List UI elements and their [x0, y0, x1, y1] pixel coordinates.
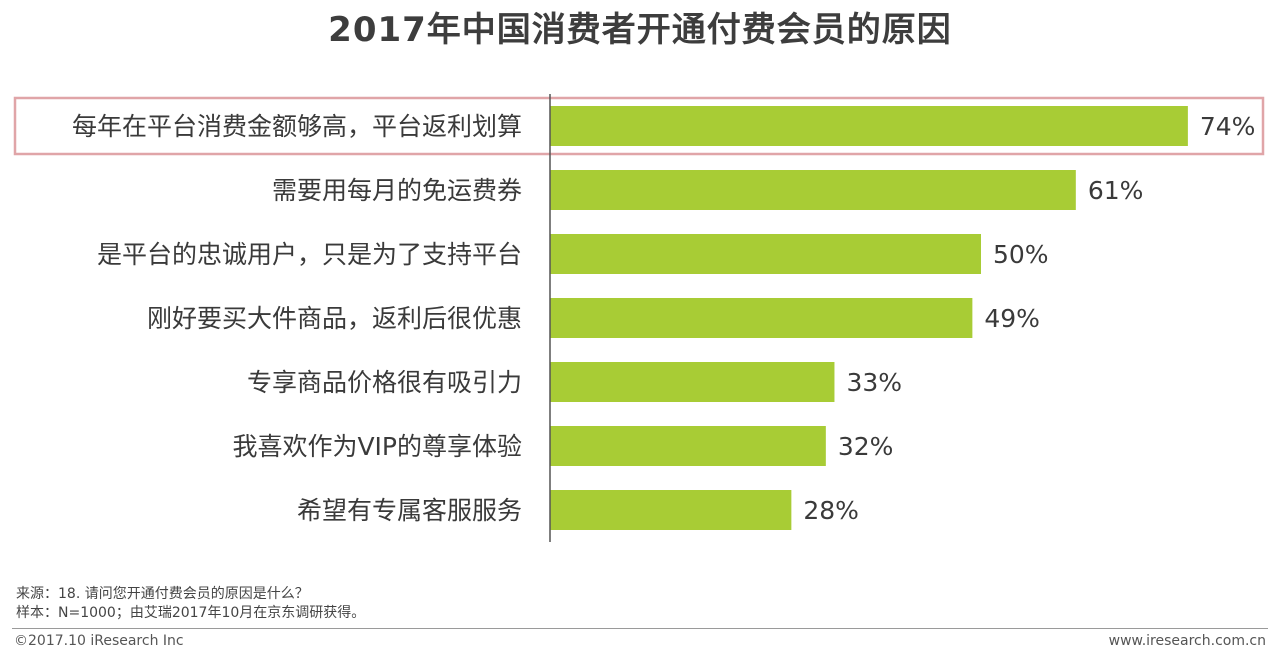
value-label-2: 61% [1088, 176, 1144, 205]
category-label-1: 每年在平台消费金额够高，平台返利划算 [72, 112, 522, 141]
category-label-3: 是平台的忠诚用户，只是为了支持平台 [97, 240, 522, 269]
category-label-6: 我喜欢作为VIP的尊享体验 [232, 432, 522, 461]
bar-5 [550, 362, 835, 402]
category-label-7: 希望有专属客服服务 [297, 496, 522, 525]
bar-chart: 每年在平台消费金额够高，平台返利划算 74% 需要用每月的免运费券 61% 是平台的忠诚… [13, 94, 1265, 542]
bar-4 [550, 298, 973, 338]
value-label-6: 32% [838, 432, 894, 461]
value-label-3: 50% [993, 240, 1049, 269]
sample-note: 样本：N=1000；由艾瑞2017年10月在京东调研获得。 [16, 605, 366, 621]
bar-2 [550, 170, 1076, 210]
category-label-5: 专享商品价格很有吸引力 [247, 368, 522, 397]
bar-1 [550, 106, 1188, 146]
website-link[interactable]: www.iresearch.com.cn [1108, 633, 1266, 649]
value-label-5: 33% [846, 368, 902, 397]
source-note: 来源：18. 请问您开通付费会员的原因是什么？ [16, 586, 309, 602]
bar-3 [550, 234, 981, 274]
footer-divider [12, 628, 1268, 629]
value-label-4: 49% [984, 304, 1040, 333]
value-label-1: 74% [1200, 112, 1256, 141]
chart-title: 2017年中国消费者开通付费会员的原因 [328, 10, 952, 50]
highlight-box [13, 96, 1265, 156]
value-label-7: 28% [803, 496, 859, 525]
bar-6 [550, 426, 826, 466]
category-label-2: 需要用每月的免运费券 [272, 176, 522, 205]
copyright-text: ©2017.10 iResearch Inc [14, 633, 184, 649]
category-label-4: 刚好要买大件商品，返利后很优惠 [147, 304, 522, 333]
bar-7 [550, 490, 792, 530]
